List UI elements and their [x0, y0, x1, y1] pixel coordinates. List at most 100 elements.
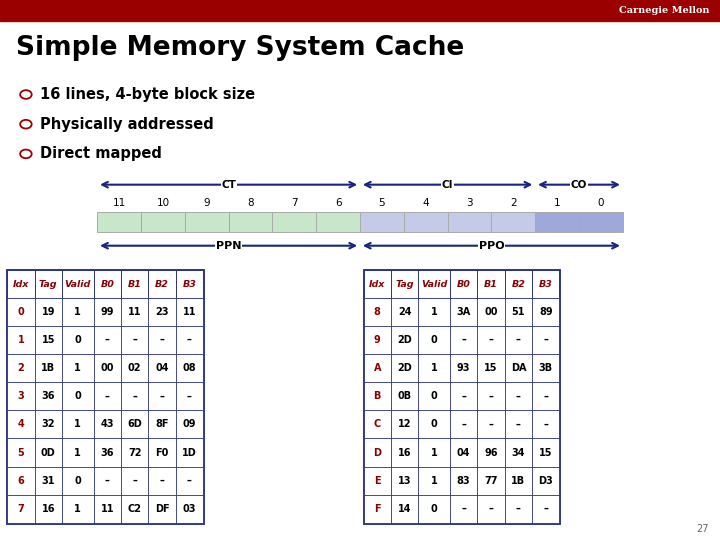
Text: 3: 3: [466, 198, 473, 207]
Text: B3: B3: [182, 280, 197, 288]
Bar: [62, 382, 94, 410]
Bar: [391, 326, 418, 354]
Text: 89: 89: [539, 307, 552, 317]
Text: 09: 09: [183, 420, 196, 429]
Text: –: –: [516, 504, 521, 514]
Bar: [418, 467, 450, 495]
Text: 2D: 2D: [397, 363, 412, 373]
Bar: [477, 495, 505, 523]
Bar: [7, 270, 203, 523]
Bar: [176, 438, 203, 467]
Text: C: C: [374, 420, 381, 429]
Bar: [448, 212, 491, 232]
Bar: [121, 326, 148, 354]
Text: –: –: [160, 392, 164, 401]
Text: F0: F0: [156, 448, 168, 457]
Bar: [505, 298, 532, 326]
Text: B1: B1: [484, 280, 498, 288]
Bar: [450, 495, 477, 523]
Text: 0: 0: [74, 476, 81, 485]
Bar: [477, 270, 505, 298]
Bar: [477, 298, 505, 326]
Text: 00: 00: [485, 307, 498, 317]
Text: 6: 6: [17, 476, 24, 485]
Bar: [62, 438, 94, 467]
Text: –: –: [105, 476, 109, 485]
Bar: [94, 410, 121, 438]
Bar: [391, 467, 418, 495]
Bar: [450, 354, 477, 382]
Text: –: –: [489, 335, 493, 345]
Text: 1: 1: [17, 335, 24, 345]
Bar: [450, 438, 477, 467]
Text: 03: 03: [183, 504, 196, 514]
Text: B: B: [374, 392, 381, 401]
Text: DF: DF: [155, 504, 169, 514]
Text: 13: 13: [398, 476, 411, 485]
Bar: [450, 382, 477, 410]
Text: –: –: [489, 504, 493, 514]
Text: 8: 8: [374, 307, 381, 317]
Bar: [7, 354, 35, 382]
Text: 6: 6: [335, 198, 341, 207]
Bar: [418, 382, 450, 410]
Bar: [148, 298, 176, 326]
Bar: [94, 495, 121, 523]
Bar: [148, 270, 176, 298]
Text: 1: 1: [431, 363, 438, 373]
Text: B0: B0: [100, 280, 114, 288]
Bar: [364, 354, 391, 382]
Bar: [450, 467, 477, 495]
Bar: [505, 354, 532, 382]
Bar: [7, 467, 35, 495]
Bar: [35, 495, 62, 523]
Text: 15: 15: [42, 335, 55, 345]
Text: 9: 9: [374, 335, 381, 345]
Text: 36: 36: [101, 448, 114, 457]
Bar: [176, 495, 203, 523]
Text: –: –: [160, 476, 164, 485]
Bar: [532, 438, 559, 467]
Bar: [364, 382, 391, 410]
Bar: [477, 354, 505, 382]
Bar: [477, 382, 505, 410]
Text: D: D: [373, 448, 382, 457]
Bar: [176, 467, 203, 495]
Text: Valid: Valid: [65, 280, 91, 288]
Bar: [0, 0, 720, 21]
Bar: [418, 495, 450, 523]
Text: –: –: [462, 504, 466, 514]
Bar: [450, 270, 477, 298]
Text: 08: 08: [183, 363, 196, 373]
Bar: [35, 326, 62, 354]
Text: 14: 14: [398, 504, 411, 514]
Text: F: F: [374, 504, 381, 514]
Bar: [7, 326, 35, 354]
Bar: [532, 270, 559, 298]
Bar: [364, 495, 391, 523]
Bar: [391, 298, 418, 326]
Bar: [391, 382, 418, 410]
Text: 00: 00: [101, 363, 114, 373]
Text: 32: 32: [42, 420, 55, 429]
Text: –: –: [544, 392, 548, 401]
Bar: [7, 382, 35, 410]
Text: 96: 96: [485, 448, 498, 457]
Bar: [391, 438, 418, 467]
Bar: [364, 270, 559, 523]
Text: 02: 02: [128, 363, 141, 373]
Text: 27: 27: [697, 523, 709, 534]
Bar: [505, 495, 532, 523]
Bar: [364, 298, 391, 326]
Bar: [418, 410, 450, 438]
Bar: [364, 467, 391, 495]
Bar: [477, 326, 505, 354]
Text: 7: 7: [17, 504, 24, 514]
Text: Idx: Idx: [13, 280, 29, 288]
Bar: [62, 326, 94, 354]
Bar: [391, 270, 418, 298]
Bar: [477, 410, 505, 438]
Text: 3A: 3A: [456, 307, 471, 317]
Bar: [579, 212, 623, 232]
Bar: [176, 354, 203, 382]
